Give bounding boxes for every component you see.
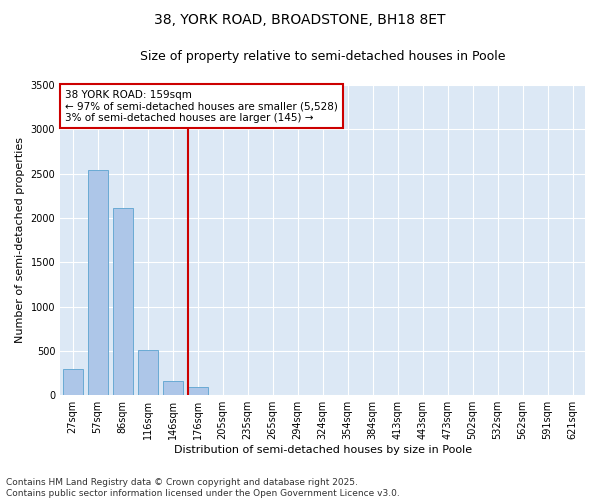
Bar bbox=[62, 368, 83, 395]
Text: 38, YORK ROAD, BROADSTONE, BH18 8ET: 38, YORK ROAD, BROADSTONE, BH18 8ET bbox=[154, 12, 446, 26]
Bar bbox=[88, 170, 107, 395]
Text: 38 YORK ROAD: 159sqm
← 97% of semi-detached houses are smaller (5,528)
3% of sem: 38 YORK ROAD: 159sqm ← 97% of semi-detac… bbox=[65, 90, 338, 123]
Bar bbox=[188, 387, 208, 395]
X-axis label: Distribution of semi-detached houses by size in Poole: Distribution of semi-detached houses by … bbox=[173, 445, 472, 455]
Y-axis label: Number of semi-detached properties: Number of semi-detached properties bbox=[15, 137, 25, 343]
Bar bbox=[113, 208, 133, 395]
Bar bbox=[137, 350, 158, 395]
Text: Contains HM Land Registry data © Crown copyright and database right 2025.
Contai: Contains HM Land Registry data © Crown c… bbox=[6, 478, 400, 498]
Bar bbox=[163, 381, 182, 395]
Title: Size of property relative to semi-detached houses in Poole: Size of property relative to semi-detach… bbox=[140, 50, 505, 63]
